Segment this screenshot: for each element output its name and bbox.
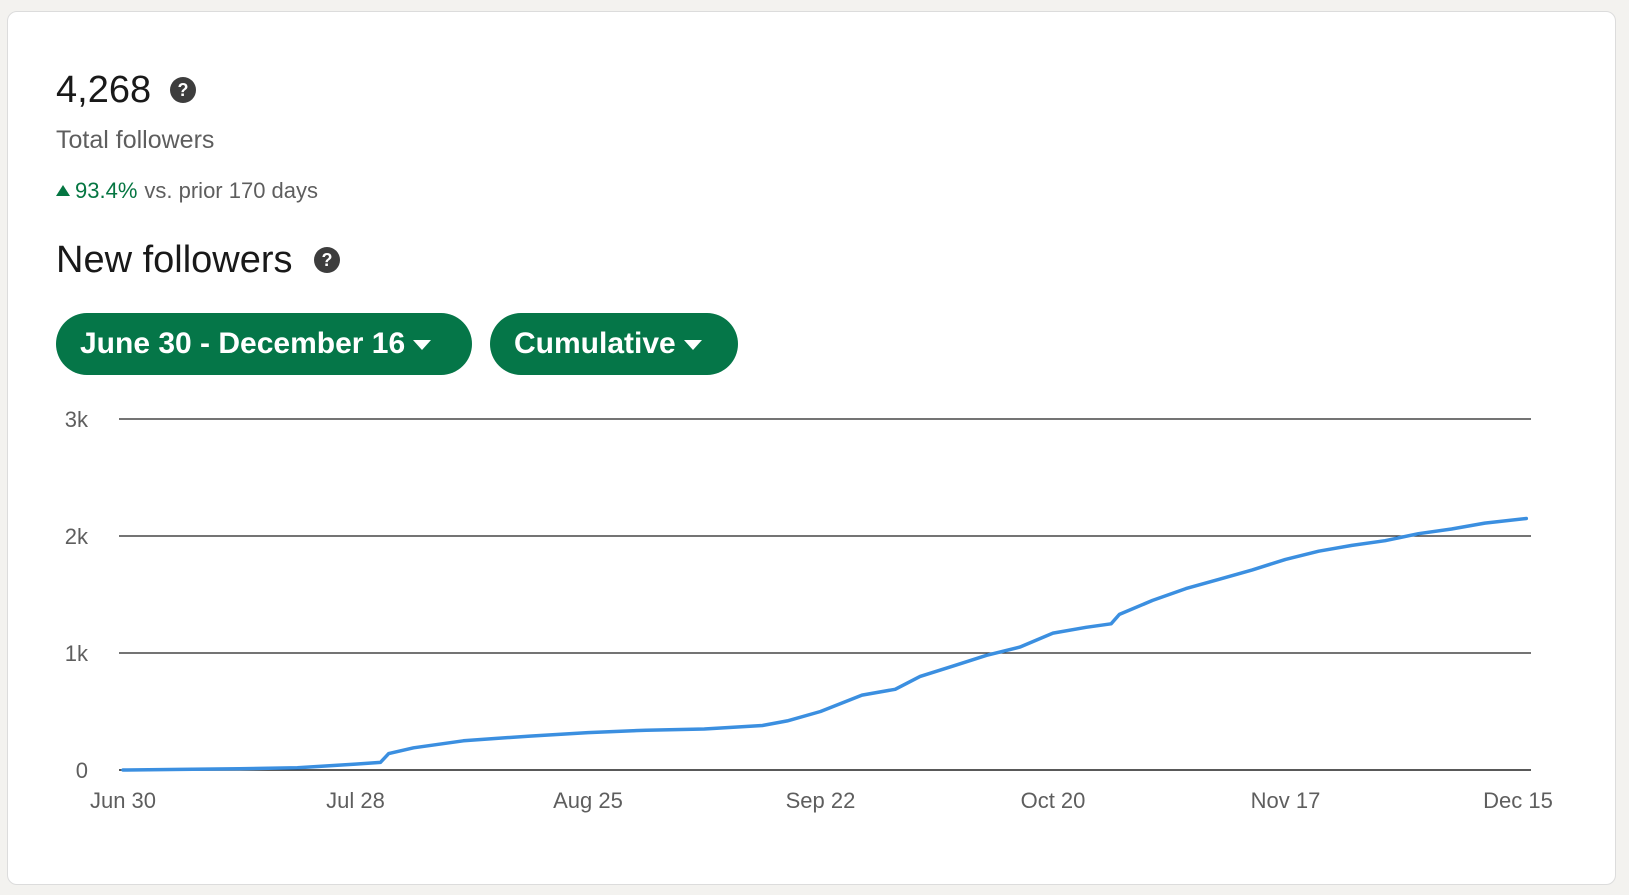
x-tick-label: Jun 30 (90, 788, 156, 813)
svg-text:?: ? (321, 250, 332, 270)
help-icon[interactable]: ? (169, 76, 197, 104)
change-indicator: 93.4% vs. prior 170 days (56, 178, 318, 204)
total-followers-row: 4,268 ? (56, 68, 197, 112)
x-tick-label: Sep 22 (786, 788, 856, 813)
date-range-dropdown[interactable]: June 30 - December 16 (56, 313, 472, 375)
caret-down-icon (413, 340, 432, 350)
date-range-label: June 30 - December 16 (80, 327, 406, 360)
y-tick-label: 0 (76, 758, 88, 783)
y-tick-label: 1k (65, 641, 89, 666)
up-arrow-icon (56, 184, 70, 196)
x-tick-label: Dec 15 (1483, 788, 1553, 813)
caret-down-icon (683, 340, 702, 350)
change-comparison-text: vs. prior 170 days (144, 178, 319, 203)
help-icon[interactable]: ? (313, 246, 341, 274)
y-tick-label: 3k (65, 407, 89, 432)
mode-label: Cumulative (514, 327, 676, 360)
y-tick-label: 2k (65, 524, 89, 549)
section-title: New followers (56, 239, 293, 281)
mode-dropdown[interactable]: Cumulative (490, 313, 738, 375)
svg-text:?: ? (178, 80, 189, 100)
x-tick-label: Oct 20 (1021, 788, 1086, 813)
x-tick-label: Nov 17 (1251, 788, 1321, 813)
x-tick-label: Jul 28 (326, 788, 385, 813)
total-followers-label: Total followers (56, 126, 215, 154)
followers-series-line (121, 516, 1529, 772)
new-followers-header: New followers ? (56, 237, 341, 283)
change-percent: 93.4% (75, 178, 138, 203)
followers-card: 4,268 ? Total followers 93.4% vs. prior … (7, 11, 1616, 885)
x-tick-label: Aug 25 (553, 788, 623, 813)
total-followers-value: 4,268 (56, 69, 152, 111)
